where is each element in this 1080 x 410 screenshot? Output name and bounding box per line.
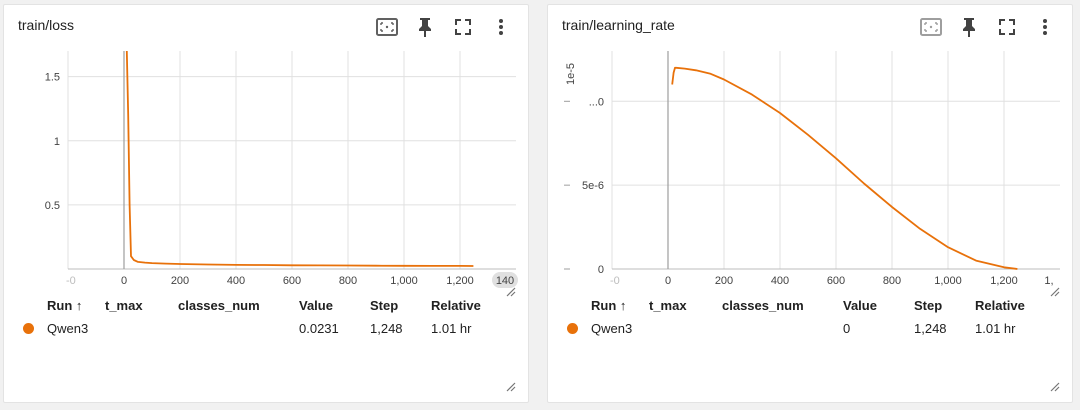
learning-rate-chart-plot[interactable]: 0 200 400 600 800 1,000 1,200 -0 1, 0 5e-6 ...0 1e-5 xyxy=(548,45,1074,295)
header-classes-num[interactable]: classes_num xyxy=(722,298,804,313)
card-title: train/loss xyxy=(18,17,75,33)
x-edge-label-bg xyxy=(492,272,518,288)
x-tick-label: 600 xyxy=(827,275,845,287)
table-resize-handle[interactable] xyxy=(1050,382,1060,392)
x-edge-label-left: -0 xyxy=(66,275,76,287)
x-tick-label: 200 xyxy=(715,275,733,287)
more-vert-icon[interactable] xyxy=(482,14,520,40)
x-tick-label: 1,200 xyxy=(446,275,474,287)
pin-icon[interactable] xyxy=(406,14,444,40)
x-edge-label-right: 1, xyxy=(1044,275,1053,287)
header-t-max[interactable]: t_max xyxy=(649,298,687,313)
x-edge-label-right: 140 xyxy=(496,275,514,287)
card-toolbar xyxy=(912,14,1064,40)
header-step[interactable]: Step xyxy=(370,298,399,313)
chart-resize-handle[interactable] xyxy=(1050,287,1060,297)
fullscreen-icon[interactable] xyxy=(988,14,1026,40)
fit-domain-icon[interactable] xyxy=(368,14,406,40)
card-toolbar xyxy=(368,14,520,40)
y-tick-label: 1.5 xyxy=(45,72,60,84)
row-step: 1,248 xyxy=(914,321,947,336)
chart-card-loss: train/loss 0 200 400 600 800 1,000 1,200 -0 140 0… xyxy=(3,4,529,403)
x-tick-label: 0 xyxy=(665,275,671,287)
run-color-dot[interactable] xyxy=(567,323,578,334)
table-resize-handle[interactable] xyxy=(506,382,516,392)
chart-card-learning-rate: train/learning_rate 0 200 400 600 800 1,000 1,… xyxy=(547,4,1073,403)
fullscreen-icon[interactable] xyxy=(444,14,482,40)
header-value[interactable]: Value xyxy=(299,298,333,313)
header-run[interactable]: Run ↑ xyxy=(591,298,627,313)
series-line-Qwen3 xyxy=(125,50,474,267)
x-tick-label: 400 xyxy=(771,275,789,287)
y-tick-label: ...0 xyxy=(589,96,604,108)
x-edge-label-left: -0 xyxy=(610,275,620,287)
x-tick-label: 600 xyxy=(283,275,301,287)
y-tick-label: 5e-6 xyxy=(582,180,604,192)
header-run[interactable]: Run ↑ xyxy=(47,298,83,313)
x-tick-label: 400 xyxy=(227,275,245,287)
x-tick-label: 0 xyxy=(121,275,127,287)
header-step[interactable]: Step xyxy=(914,298,943,313)
row-step: 1,248 xyxy=(370,321,403,336)
x-tick-label: 800 xyxy=(339,275,357,287)
fit-domain-icon[interactable] xyxy=(912,14,950,40)
row-value: 0 xyxy=(843,321,851,336)
y-tick-label: 0.5 xyxy=(45,200,60,212)
y-tick-label: 0 xyxy=(598,264,604,276)
row-run: Qwen3 xyxy=(591,321,633,336)
row-relative: 1.01 hr xyxy=(975,321,1016,336)
chart-resize-handle[interactable] xyxy=(506,287,516,297)
header-t-max[interactable]: t_max xyxy=(105,298,143,313)
row-run: Qwen3 xyxy=(47,321,89,336)
header-relative[interactable]: Relative xyxy=(975,298,1025,313)
x-tick-label: 1,000 xyxy=(390,275,418,287)
row-relative: 1.01 hr xyxy=(431,321,472,336)
pin-icon[interactable] xyxy=(950,14,988,40)
x-tick-label: 200 xyxy=(171,275,189,287)
series-line-Qwen3 xyxy=(671,66,1018,270)
header-classes-num[interactable]: classes_num xyxy=(178,298,260,313)
x-tick-label: 800 xyxy=(883,275,901,287)
card-title: train/learning_rate xyxy=(562,17,675,33)
header-relative[interactable]: Relative xyxy=(431,298,481,313)
x-tick-label: 1,000 xyxy=(934,275,962,287)
row-value: 0.0231 xyxy=(299,321,339,336)
y-exponent-label: 1e-5 xyxy=(565,63,577,85)
more-vert-icon[interactable] xyxy=(1026,14,1064,40)
run-color-dot[interactable] xyxy=(23,323,34,334)
loss-chart-plot[interactable]: 0 200 400 600 800 1,000 1,200 -0 140 0.5 1 1.5 xyxy=(4,45,530,295)
x-tick-label: 1,200 xyxy=(990,275,1018,287)
y-tick-label: 1 xyxy=(54,136,60,148)
header-value[interactable]: Value xyxy=(843,298,877,313)
